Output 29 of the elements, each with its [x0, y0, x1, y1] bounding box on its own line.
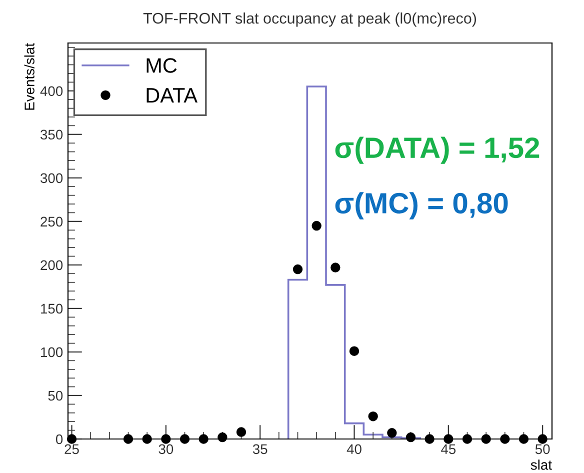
point [368, 412, 378, 422]
x-tick-label: 35 [252, 444, 268, 454]
x-tick-label: 25 [64, 444, 79, 454]
y-tick-label: 200 [40, 260, 63, 270]
legend-label: DATA [146, 88, 198, 103]
point [292, 264, 303, 274]
y-tick-label: 50 [48, 390, 63, 401]
point [387, 428, 397, 438]
y-tick-label: 300 [40, 173, 63, 184]
x-axis-title: slat [530, 460, 552, 470]
y-tick-label: 0 [56, 434, 63, 444]
point [312, 220, 322, 231]
legend-label: MC [146, 58, 177, 73]
annotation: σ(MC) = 0,80 [335, 192, 508, 220]
point [236, 427, 246, 437]
x-tick-label: 40 [346, 444, 362, 454]
x-tick-label: 45 [441, 444, 456, 454]
chart-title: TOF-FRONT slat occupancy at peak (l0(mc)reco) [143, 12, 476, 27]
point [330, 262, 340, 272]
y-tick-label: 400 [40, 86, 63, 96]
point [349, 346, 360, 356]
y-tick-label: 350 [40, 130, 63, 140]
y-tick-label: 150 [41, 304, 63, 314]
y-tick-label: 100 [41, 347, 63, 358]
y-tick-label: 250 [40, 216, 63, 227]
x-tick-label: 30 [158, 444, 174, 454]
y-axis-title: Events/slat [24, 43, 34, 110]
annotation: σ(DATA) = 1,52 [335, 136, 540, 164]
x-tick-label: 50 [535, 444, 550, 454]
